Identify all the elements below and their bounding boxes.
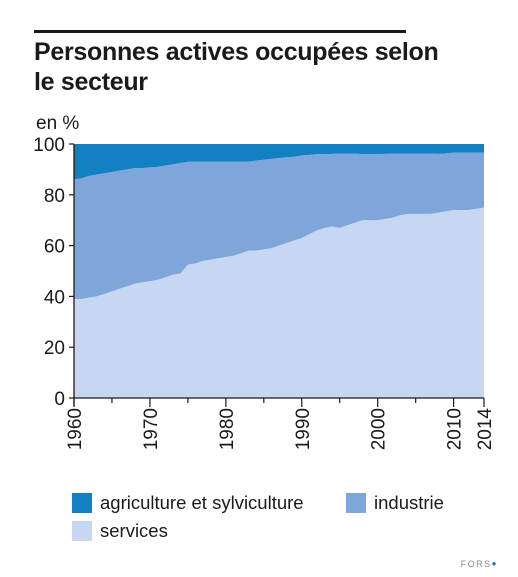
area-industrie: [74, 152, 484, 299]
chart-title-line-2: le secteur: [34, 68, 148, 96]
x-tick-label-1980: 1980: [217, 408, 238, 450]
area-services: [74, 207, 484, 398]
legend-label-agriculture: agriculture et sylviculture: [100, 492, 304, 513]
area-agriculture: [74, 144, 484, 180]
y-tick-label-40: 40: [44, 287, 65, 308]
y-tick-label-100: 100: [33, 135, 65, 156]
title-rule: [34, 30, 406, 33]
y-axis-unit-label: en %: [36, 113, 80, 134]
legend-item-agriculture: agriculture et sylviculture: [72, 492, 304, 514]
legend-swatch-services: [72, 521, 92, 541]
y-tick-label-0: 0: [54, 389, 65, 410]
x-tick-label-2014: 2014: [475, 408, 496, 451]
x-tick-label-1970: 1970: [141, 408, 162, 450]
chart-title: Personnes actives occupées selon le sect…: [34, 37, 464, 97]
legend-swatch-industrie: [346, 493, 366, 513]
legend-item-industrie: industrie: [346, 492, 444, 514]
legend-label-industrie: industrie: [374, 492, 444, 513]
legend-label-services: services: [100, 520, 168, 541]
fors-logo: FORS●: [460, 559, 498, 569]
y-tick-label-80: 80: [44, 186, 65, 207]
x-tick-label-2000: 2000: [369, 408, 390, 450]
legend-swatch-agriculture: [72, 493, 92, 513]
y-tick-label-60: 60: [44, 237, 65, 258]
x-tick-label-1990: 1990: [293, 408, 314, 450]
legend-item-services: services: [72, 520, 168, 542]
x-tick-label-1960: 1960: [65, 408, 86, 450]
chart-title-line-1: Personnes actives occupées selon: [34, 38, 439, 66]
x-tick-label-2010: 2010: [445, 408, 466, 450]
y-tick-label-20: 20: [44, 338, 65, 359]
